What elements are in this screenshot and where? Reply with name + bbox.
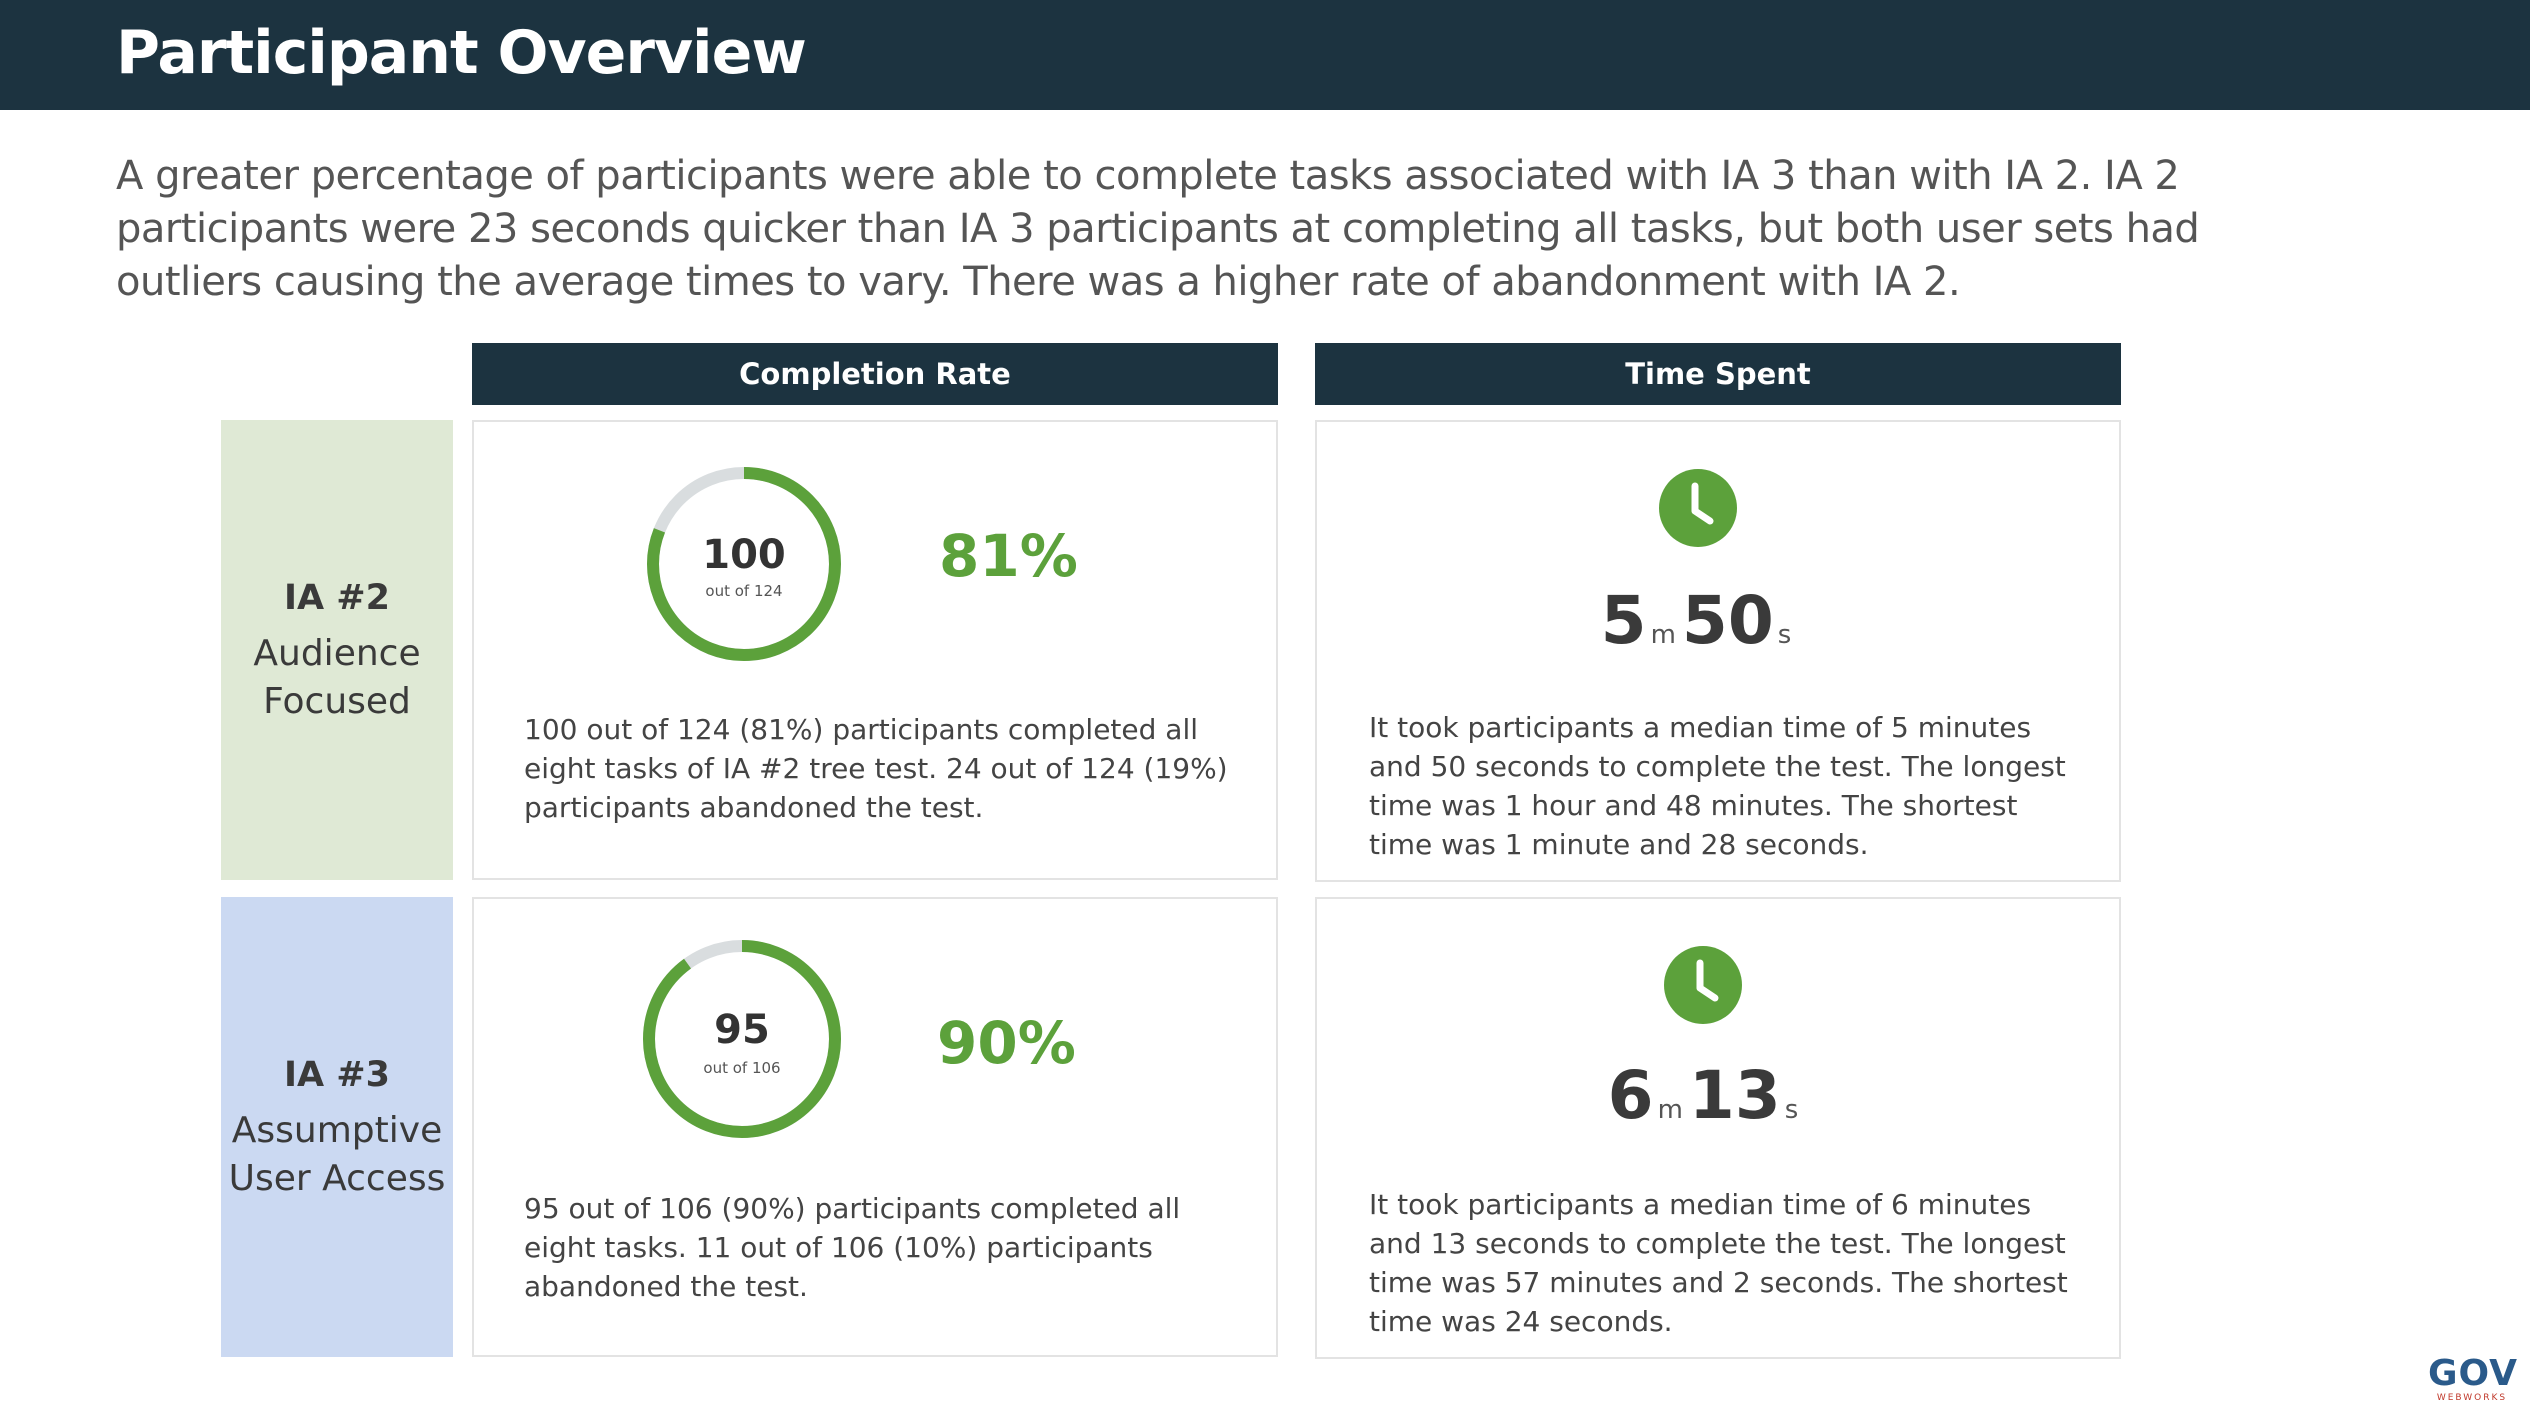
completion-rate-header: Completion Rate — [472, 343, 1278, 405]
time-description: It took participants a median time of 5 … — [1369, 711, 2066, 861]
completion-percent: 90% — [937, 1009, 1076, 1077]
seconds-unit: s — [1784, 1095, 1799, 1125]
header-bar: Participant Overview — [0, 0, 2530, 110]
minutes-unit: m — [1650, 620, 1676, 650]
minutes-value: 5 — [1600, 582, 1647, 659]
seconds-value: 50 — [1681, 582, 1774, 659]
time-card-ia2: 5 m50 s It took participants a median time… — [1315, 420, 2121, 882]
clock-icon — [1659, 469, 1737, 547]
median-time: 6 m13 s — [1506, 1057, 1906, 1134]
minutes-unit: m — [1657, 1095, 1683, 1125]
logo-sub-text: WEBWORKS — [2436, 1393, 2508, 1403]
page-title: Participant Overview — [116, 18, 807, 88]
time-description: It took participants a median time of 6 … — [1369, 1188, 2068, 1338]
row-name: Audience Focused — [253, 633, 421, 722]
intro-paragraph: A greater percentage of participants wer… — [116, 153, 2200, 305]
row-id: IA #2 — [284, 578, 390, 618]
row-label-ia3: IA #3 Assumptive User Access — [221, 897, 453, 1357]
minutes-value: 6 — [1607, 1057, 1654, 1134]
ring-subtext: out of 106 — [703, 1059, 781, 1077]
ring-progress — [647, 467, 841, 661]
seconds-value: 13 — [1688, 1057, 1781, 1134]
completion-percent: 81% — [939, 522, 1078, 590]
ring-value: 100 — [702, 532, 786, 578]
completion-ring — [647, 467, 841, 661]
time-spent-header: Time Spent — [1315, 343, 2121, 405]
completion-description: 95 out of 106 (90%) participants complet… — [524, 1192, 1181, 1303]
row-name: Assumptive User Access — [228, 1110, 446, 1199]
ring-subtext: out of 124 — [705, 582, 783, 600]
clock-icon — [1664, 946, 1742, 1024]
seconds-unit: s — [1777, 620, 1792, 650]
ring-progress — [643, 940, 841, 1138]
row-label-ia2: IA #2 Audience Focused — [221, 420, 453, 880]
median-time: 5 m50 s — [1499, 582, 1899, 659]
row-id: IA #3 — [284, 1055, 390, 1095]
govwebworks-logo: GOV WEBWORKS — [2428, 1353, 2519, 1404]
completion-card-ia2: 100 out of 124 81% 100 out of 124 (81%) … — [472, 420, 1278, 880]
time-card-ia3: 6 m13 s It took participants a median time… — [1315, 897, 2121, 1359]
completion-card-ia3: 95 out of 106 90% 95 out of 106 (90%) pa… — [472, 897, 1278, 1357]
completion-ring — [643, 940, 841, 1138]
completion-description: 100 out of 124 (81%) participants comple… — [524, 713, 1228, 824]
logo-main-text: GOV — [2428, 1353, 2519, 1394]
ring-value: 95 — [714, 1007, 770, 1053]
